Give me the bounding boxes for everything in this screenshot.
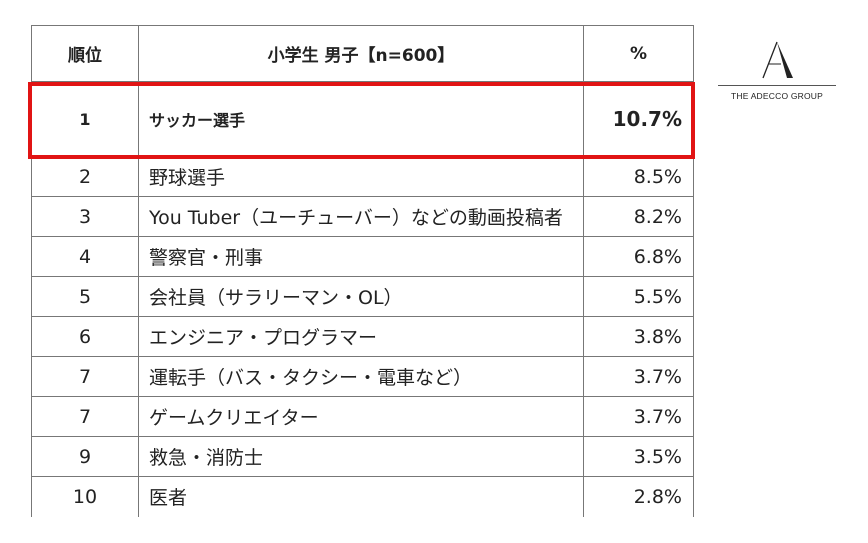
rank-cell: 10 [31,476,139,517]
percent-cell: 5.5% [583,276,694,317]
percent-cell: 8.2% [583,196,694,237]
rank-cell: 4 [31,236,139,277]
percent-cell: 3.5% [583,436,694,477]
percent-cell: 3.8% [583,316,694,357]
job-cell: ゲームクリエイター [138,396,584,437]
rank-cell: 3 [31,196,139,237]
ranking-table: 順位 小学生 男子【n=600】 % 1 サッカー選手 10.7% 2 野球選手… [31,25,694,517]
header-percent: % [583,25,694,82]
job-cell: You Tuber（ユーチューバー）などの動画投稿者 [138,196,584,237]
job-cell: 医者 [138,476,584,517]
job-cell: 運転手（バス・タクシー・電車など） [138,356,584,397]
header-category: 小学生 男子【n=600】 [138,25,584,82]
percent-cell: 8.5% [583,156,694,197]
table-row: 1 サッカー選手 10.7% [31,81,694,157]
job-cell: サッカー選手 [138,81,584,157]
adecco-a-logo-icon [762,41,793,79]
logo-divider [718,85,836,86]
job-cell: 野球選手 [138,156,584,197]
rank-cell: 5 [31,276,139,317]
table-row: 4 警察官・刑事 6.8% [31,236,694,277]
rank-cell: 7 [31,356,139,397]
rank-cell: 6 [31,316,139,357]
table-row: 7 ゲームクリエイター 3.7% [31,396,694,437]
rank-cell: 2 [31,156,139,197]
job-cell: エンジニア・プログラマー [138,316,584,357]
table-row: 10 医者 2.8% [31,476,694,517]
job-cell: 警察官・刑事 [138,236,584,277]
rank-cell: 1 [31,81,139,157]
percent-cell: 6.8% [583,236,694,277]
percent-cell: 3.7% [583,356,694,397]
percent-cell: 2.8% [583,476,694,517]
rank-cell: 7 [31,396,139,437]
rank-cell: 9 [31,436,139,477]
job-cell: 救急・消防士 [138,436,584,477]
table-header-row: 順位 小学生 男子【n=600】 % [31,25,694,82]
table-row: 9 救急・消防士 3.5% [31,436,694,477]
table-row: 3 You Tuber（ユーチューバー）などの動画投稿者 8.2% [31,196,694,237]
logo-text: THE ADECCO GROUP [731,91,823,101]
adecco-logo: THE ADECCO GROUP [718,40,836,110]
table-row: 6 エンジニア・プログラマー 3.8% [31,316,694,357]
table-row: 7 運転手（バス・タクシー・電車など） 3.7% [31,356,694,397]
table-row: 2 野球選手 8.5% [31,156,694,197]
table-row: 5 会社員（サラリーマン・OL） 5.5% [31,276,694,317]
job-cell: 会社員（サラリーマン・OL） [138,276,584,317]
header-rank: 順位 [31,25,139,82]
percent-cell: 3.7% [583,396,694,437]
percent-cell: 10.7% [583,81,694,157]
